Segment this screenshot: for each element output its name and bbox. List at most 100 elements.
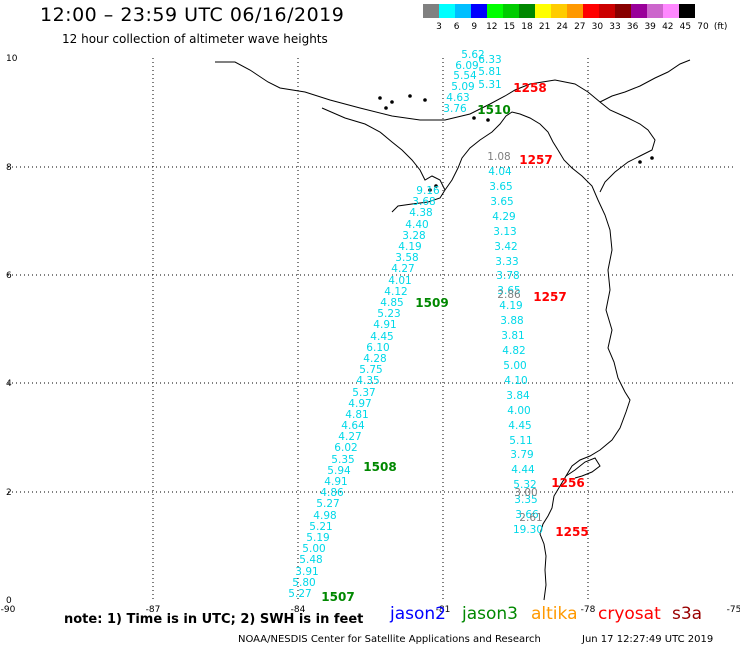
wave-height-reading: 5.09 <box>451 81 474 93</box>
lon-tick-label: -90 <box>1 605 16 615</box>
scale-label: 70 <box>697 22 709 32</box>
wave-height-reading: 5.00 <box>302 543 325 555</box>
wave-height-reading: 4.85 <box>380 297 403 309</box>
wave-height-reading: 4.38 <box>409 207 432 219</box>
wave-height-reading: 4.91 <box>324 476 347 488</box>
wave-height-reading: 3.68 <box>412 196 435 208</box>
wave-height-reading: 3.33 <box>495 256 518 268</box>
lon-tick-label: -75 <box>727 605 740 615</box>
wave-height-reading: 3.76 <box>443 103 467 115</box>
wave-height-reading: 3.58 <box>395 252 418 264</box>
scale-label: 3 <box>436 22 442 32</box>
wave-height-reading: 4.04 <box>488 166 512 178</box>
wave-height-reading: 4.82 <box>502 345 525 357</box>
wave-height-reading: 5.75 <box>359 364 382 376</box>
coastline <box>215 59 691 601</box>
legend-cryosat: cryosat <box>598 604 661 624</box>
island <box>638 160 642 164</box>
lat-tick-label: 2 <box>6 488 12 498</box>
wave-height-reading: 5.19 <box>306 532 329 544</box>
wave-height-reading: 5.37 <box>352 387 375 399</box>
coast-line <box>444 111 559 191</box>
wave-height-reading: 4.35 <box>356 375 379 387</box>
wave-height-reading: 9.16 <box>416 185 440 197</box>
wave-height-reading: 5.21 <box>309 521 332 533</box>
pass-time-label: 1257 <box>519 153 552 167</box>
wave-height-reading: 6.10 <box>366 342 389 354</box>
wave-height-reading: 4.63 <box>446 92 469 104</box>
wave-height-reading: 3.88 <box>500 315 523 327</box>
scale-swatch <box>615 4 631 18</box>
scale-label: 45 <box>679 22 692 32</box>
scale-label: 12 <box>486 22 498 32</box>
wave-height-reading: 3.65 <box>490 196 513 208</box>
wave-height-reading: 3.84 <box>506 390 530 402</box>
pass-time-label: 1256 <box>551 476 584 490</box>
coast-line <box>539 149 631 601</box>
wave-height-reading: 5.00 <box>503 360 526 372</box>
pass-time-label: 1510 <box>477 103 510 117</box>
scale-label: 18 <box>521 22 533 32</box>
wave-height-reading: 5.31 <box>478 79 501 91</box>
wave-height-reading: 2.61 <box>519 512 542 524</box>
wave-height-reading: 4.10 <box>504 375 527 387</box>
wave-height-reading: 6.33 <box>478 54 501 66</box>
wave-height-reading: 4.19 <box>398 241 421 253</box>
island <box>472 116 476 120</box>
wave-height-reading: 4.40 <box>405 219 428 231</box>
footer-timestamp: Jun 17 12:27:49 UTC 2019 <box>582 634 714 645</box>
wave-height-reading: 4.98 <box>313 510 336 522</box>
lat-tick-label: 4 <box>6 379 12 389</box>
wave-height-reading: 5.62 <box>461 49 484 61</box>
wave-height-reading: 5.27 <box>288 588 311 600</box>
wave-height-reading: 4.44 <box>511 464 535 476</box>
wave-height-reading: 3.78 <box>496 270 519 282</box>
lon-tick-label: -78 <box>581 605 596 615</box>
wave-height-reading: 4.86 <box>320 487 344 499</box>
wave-height-reading: 5.35 <box>331 454 354 466</box>
scale-swatch <box>599 4 615 18</box>
wave-height-reading: 3.42 <box>494 241 517 253</box>
scale-label: 42 <box>662 22 674 32</box>
wave-height-reading: 5.23 <box>377 308 400 320</box>
scale-swatch <box>679 4 695 18</box>
scale-label: 30 <box>591 22 604 32</box>
scale-swatch <box>439 4 455 18</box>
scale-swatch <box>647 4 663 18</box>
wave-height-reading: 4.27 <box>391 263 414 275</box>
scale-label: 21 <box>538 22 551 32</box>
wave-height-reading: 1.08 <box>487 151 510 163</box>
lon-tick-label: -84 <box>291 605 306 615</box>
scale-label: 9 <box>471 22 478 32</box>
legend-jason2: jason2 <box>390 604 446 624</box>
wave-height-reading: 2.86 <box>497 289 521 301</box>
wave-height-reading: 4.81 <box>345 409 368 421</box>
lat-lon-grid <box>8 58 734 600</box>
legend-altika: altika <box>531 604 578 624</box>
scale-label: 36 <box>626 22 639 32</box>
scale-label: 33 <box>609 22 621 32</box>
scale-label: 39 <box>644 22 656 32</box>
lat-tick-label: 6 <box>6 271 12 281</box>
scale-label: 27 <box>574 22 586 32</box>
scale-swatch <box>663 4 679 18</box>
island <box>378 96 382 100</box>
wave-height-reading: 3.35 <box>514 494 537 506</box>
wave-height-reading: 3.81 <box>501 330 524 342</box>
pass-time-label: 1257 <box>533 290 566 304</box>
pass-time-label: 1255 <box>555 525 588 539</box>
wave-height-reading: 3.65 <box>489 181 512 193</box>
island <box>428 188 432 192</box>
island <box>423 98 427 102</box>
wave-height-reading: 3.79 <box>510 449 533 461</box>
wave-height-reading: 6.02 <box>334 442 357 454</box>
wave-height-reading: 3.65 <box>497 285 520 297</box>
lat-tick-label: 10 <box>6 54 18 64</box>
legend-s3a: s3a <box>672 604 703 624</box>
wave-height-reading: 6.09 <box>455 60 478 72</box>
scale-label: (ft) <box>713 22 728 32</box>
axis-tick-labels: -90 -87 -84 -81 -78 -75 0 2 4 6 8 10 <box>1 54 740 615</box>
pass-time-label: 1507 <box>321 590 354 604</box>
